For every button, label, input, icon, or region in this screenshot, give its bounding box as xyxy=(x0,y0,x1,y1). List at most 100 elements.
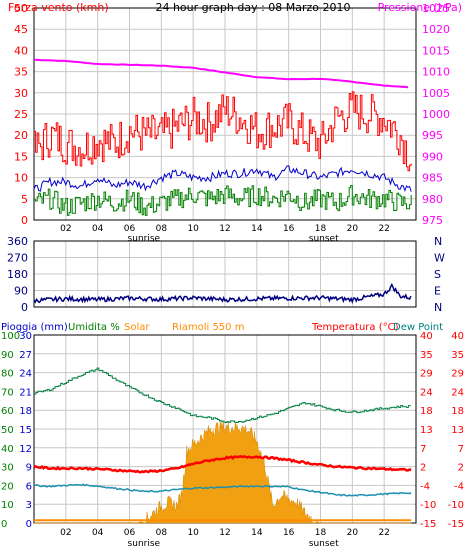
legend-dewpoint: Dew Point xyxy=(393,322,443,333)
dewpoint-tick-label: 7 xyxy=(458,444,464,455)
dewpoint-tick-label: 35 xyxy=(451,350,464,361)
legend-cloud: Riamoli 550 m xyxy=(172,322,244,333)
rain-tick-label: 0 xyxy=(26,519,32,530)
x-tick-label: 04 xyxy=(92,224,104,234)
x-tick-label: 04 xyxy=(92,528,104,538)
x-tick-label: 22 xyxy=(378,528,389,538)
wind-direction-line xyxy=(33,282,412,304)
dewpoint-line xyxy=(33,483,412,497)
rain-tick-label: 3 xyxy=(26,500,32,511)
panel3-x-ticks: 02 04 06 08 10 12 14 16 18 20 22 xyxy=(60,528,390,538)
sunrise-label: sunrise xyxy=(128,234,161,244)
dewpoint-tick-label: 40 xyxy=(451,331,464,342)
x-tick-label: 16 xyxy=(283,528,295,538)
panel3-temp-ticks-outer: -15 -10 -4 2 7 13 18 24 29 35 40 xyxy=(448,331,464,530)
rain-tick-label: 27 xyxy=(19,350,32,361)
humidity-tick-label: 70 xyxy=(1,387,14,398)
sunrise-label-bottom: sunrise xyxy=(128,539,161,549)
panel3-temp-ticks-inner: -15 -10 -4 2 7 13 18 24 29 35 40 xyxy=(420,331,436,530)
x-tick-label: 22 xyxy=(378,224,389,234)
temperature-tick-label: -4 xyxy=(420,481,430,492)
x-tick-label: 08 xyxy=(156,528,168,538)
rain-tick-label: 30 xyxy=(19,331,32,342)
temperature-tick-label: -15 xyxy=(420,519,436,530)
humidity-tick-label: 100 xyxy=(1,331,20,342)
sunset-label-bottom: sunset xyxy=(309,539,339,549)
pressure-tick-label: 980 xyxy=(422,193,443,206)
temperature-line xyxy=(33,454,412,474)
panel1-pressure-ticks: 975 980 985 990 995 1000 1005 1010 1015 1020 1025 xyxy=(422,2,450,227)
pressure-tick-label: 1005 xyxy=(422,87,450,100)
temperature-tick-label: 35 xyxy=(420,350,433,361)
wind-tick-label: 0 xyxy=(21,214,28,227)
compass-label: N xyxy=(434,301,442,314)
panel2-degree-ticks: 0 90 180 270 360 xyxy=(7,235,28,314)
temperature-tick-label: 2 xyxy=(420,463,426,474)
wind-average-line xyxy=(33,165,412,192)
panel1-frame xyxy=(33,7,417,221)
temperature-tick-label: -10 xyxy=(420,500,436,511)
wind-min-line xyxy=(34,185,412,216)
temperature-tick-label: 7 xyxy=(420,444,426,455)
x-tick-label: 18 xyxy=(315,224,327,234)
dewpoint-tick-label: 2 xyxy=(458,463,464,474)
panel2-frame xyxy=(33,240,417,308)
x-tick-label: 20 xyxy=(347,528,359,538)
x-tick-label: 14 xyxy=(251,224,263,234)
legend-humidity: Umidita % xyxy=(68,322,120,333)
legend-temperature: Temperatura (°C) xyxy=(311,322,399,333)
x-tick-label: 06 xyxy=(124,224,136,234)
rain-tick-label: 21 xyxy=(19,387,32,398)
panel2-grid xyxy=(34,241,416,307)
rain-tick-label: 6 xyxy=(26,481,32,492)
temperature-tick-label: 29 xyxy=(420,369,433,380)
wind-tick-label: 15 xyxy=(14,150,28,163)
pressure-tick-label: 995 xyxy=(422,129,443,142)
pressure-tick-label: 990 xyxy=(422,150,443,163)
x-tick-label: 10 xyxy=(187,224,199,234)
x-tick-label: 16 xyxy=(283,224,295,234)
gust-line xyxy=(34,91,412,172)
compass-label: N xyxy=(434,235,442,248)
pressure-tick-label: 1015 xyxy=(422,44,450,57)
wind-tick-label: 20 xyxy=(14,129,28,142)
panel1-x-ticks: 02 04 06 08 10 12 14 16 18 20 22 xyxy=(60,224,390,234)
temperature-tick-label: 40 xyxy=(420,331,433,342)
wind-tick-label: 45 xyxy=(14,23,28,36)
compass-label: W xyxy=(434,252,445,265)
humidity-tick-label: 10 xyxy=(1,500,14,511)
x-tick-label: 18 xyxy=(315,528,327,538)
chart-title: 24 hour graph day : 08 Marzo 2010 xyxy=(155,1,350,14)
pressure-axis-label: Pressione (hPa) xyxy=(378,1,462,14)
x-tick-label: 14 xyxy=(251,528,263,538)
pressure-line xyxy=(33,58,409,89)
x-tick-label: 10 xyxy=(187,528,199,538)
x-tick-label: 12 xyxy=(219,528,230,538)
temperature-tick-label: 13 xyxy=(420,425,433,436)
dewpoint-tick-label: -4 xyxy=(454,481,464,492)
wind-tick-label: 40 xyxy=(14,44,28,57)
temperature-tick-label: 24 xyxy=(420,387,433,398)
sunset-label: sunset xyxy=(309,234,339,244)
direction-tick-label: 360 xyxy=(7,235,28,248)
dewpoint-tick-label: 18 xyxy=(451,406,464,417)
panel3-series xyxy=(33,367,412,524)
pressure-tick-label: 1025 xyxy=(422,2,450,15)
legend-rain: Pioggia (mm) xyxy=(1,322,68,333)
rain-tick-label: 9 xyxy=(26,463,32,474)
pressure-tick-label: 985 xyxy=(422,172,443,185)
direction-tick-label: 0 xyxy=(21,301,28,314)
direction-tick-label: 90 xyxy=(14,285,28,298)
wind-tick-label: 10 xyxy=(14,172,28,185)
wind-axis-label: Forza vento (kmh) xyxy=(8,1,109,14)
wind-tick-label: 50 xyxy=(14,2,28,15)
rain-tick-label: 15 xyxy=(19,425,32,436)
wind-tick-label: 5 xyxy=(21,193,28,206)
wind-tick-label: 25 xyxy=(14,108,28,121)
wind-tick-label: 30 xyxy=(14,87,28,100)
panel1-series xyxy=(33,58,412,216)
x-tick-label: 06 xyxy=(124,528,136,538)
legend-solar: Solar xyxy=(124,322,150,333)
wind-tick-label: 35 xyxy=(14,66,28,79)
